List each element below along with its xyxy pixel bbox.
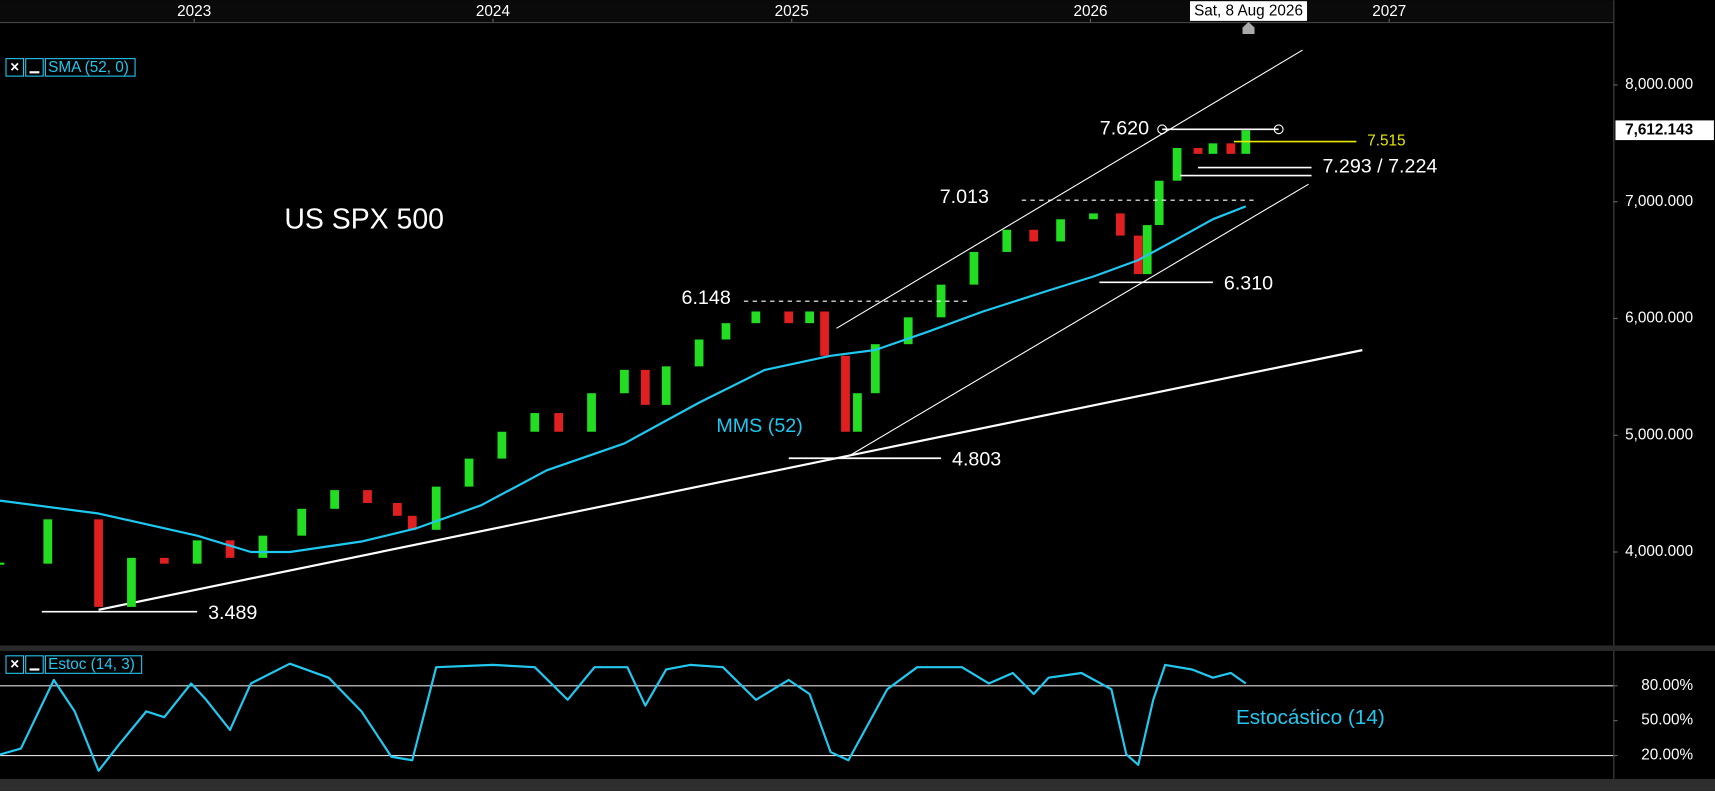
candle bbox=[464, 458, 474, 487]
candle bbox=[330, 490, 339, 509]
candle bbox=[751, 311, 761, 324]
candle bbox=[661, 366, 671, 405]
legend-close-button[interactable] bbox=[5, 58, 25, 77]
candle bbox=[1193, 148, 1203, 154]
candle bbox=[640, 369, 650, 405]
cursor-marker bbox=[1242, 21, 1255, 35]
candle bbox=[841, 355, 850, 432]
y-tick-label: 4,000.000 bbox=[1625, 543, 1693, 560]
price-plot bbox=[0, 49, 1363, 611]
candle bbox=[936, 284, 946, 318]
stochastic-label: Estocástico (14) bbox=[1236, 706, 1385, 729]
candle bbox=[497, 431, 507, 459]
stochastic-plot bbox=[0, 662, 1614, 772]
x-tick-label: 2027 bbox=[1372, 3, 1406, 20]
candle bbox=[407, 515, 417, 530]
y-tick-label: 50.00% bbox=[1641, 712, 1693, 729]
candle bbox=[784, 311, 794, 324]
trendline bbox=[836, 49, 1303, 329]
x-tick-label: 2026 bbox=[1073, 3, 1107, 20]
bottom-strip bbox=[0, 778, 1715, 791]
sma-line bbox=[0, 205, 1247, 554]
candle bbox=[1154, 180, 1164, 226]
candle bbox=[853, 393, 862, 432]
candle bbox=[1089, 213, 1098, 220]
level-label: 7.515 bbox=[1367, 133, 1405, 150]
y-tick-label: 80.00% bbox=[1641, 677, 1693, 694]
level-label: 3.489 bbox=[208, 602, 257, 624]
x-tick-label: 2023 bbox=[177, 3, 211, 20]
overlay: US SPX 500 MMS (52) Estocástico (14) × S… bbox=[5, 1, 1714, 764]
candle bbox=[530, 413, 540, 432]
level-marker bbox=[1157, 124, 1168, 135]
legend-minimize-button[interactable] bbox=[25, 655, 44, 674]
candle bbox=[1115, 213, 1125, 236]
stochastic-line bbox=[0, 662, 1247, 772]
level-label: 7.620 bbox=[1100, 118, 1149, 140]
candle bbox=[620, 369, 629, 394]
candle bbox=[554, 413, 564, 432]
candle bbox=[192, 540, 202, 564]
candle bbox=[903, 317, 913, 345]
candle bbox=[1056, 219, 1065, 242]
candle bbox=[1208, 143, 1218, 154]
candle bbox=[805, 311, 815, 324]
y-tick-label: 20.00% bbox=[1641, 747, 1693, 764]
trendline bbox=[98, 349, 1363, 611]
candle bbox=[225, 540, 235, 558]
x-tick-label: 2024 bbox=[476, 3, 511, 20]
close-icon: × bbox=[10, 656, 19, 673]
y-tick-label: 8,000.000 bbox=[1625, 76, 1693, 93]
y-tick-label: 6,000.000 bbox=[1625, 310, 1693, 327]
candle bbox=[94, 519, 103, 607]
cursor-date: Sat, 8 Aug 2026 bbox=[1194, 3, 1303, 20]
candle bbox=[43, 519, 53, 564]
candle bbox=[297, 508, 307, 536]
candle bbox=[1002, 229, 1012, 252]
level-marker bbox=[1273, 124, 1284, 135]
legend-box[interactable] bbox=[44, 58, 136, 77]
last-price-label: 7,612.143 bbox=[1625, 121, 1693, 138]
last-price-box bbox=[1615, 120, 1714, 141]
level-label: 6.148 bbox=[682, 287, 731, 309]
candle bbox=[431, 486, 441, 530]
chart-title: US SPX 500 bbox=[284, 204, 444, 236]
candle bbox=[159, 557, 169, 564]
candle bbox=[694, 339, 704, 367]
candle bbox=[127, 557, 136, 607]
candle bbox=[363, 490, 372, 503]
candle bbox=[721, 323, 731, 340]
y-tick-label: 7,000.000 bbox=[1625, 193, 1693, 210]
candle bbox=[1029, 229, 1039, 242]
legend-label: SMA (52, 0) bbox=[48, 59, 129, 76]
sma-label: MMS (52) bbox=[716, 415, 802, 437]
level-label: 4.803 bbox=[952, 449, 1001, 471]
panel-separator bbox=[0, 645, 1715, 651]
x-tick-label: 2025 bbox=[775, 3, 809, 20]
level-label: 6.310 bbox=[1224, 273, 1273, 295]
legend-box[interactable] bbox=[44, 655, 143, 674]
candle bbox=[1142, 225, 1152, 275]
legend-label: Estoc (14, 3) bbox=[48, 656, 135, 673]
cursor-date-box bbox=[1190, 1, 1308, 21]
candle bbox=[392, 502, 402, 516]
level-label: 7.293 / 7.224 bbox=[1322, 156, 1437, 178]
y-tick-label: 5,000.000 bbox=[1625, 426, 1693, 443]
candle bbox=[1133, 235, 1143, 275]
level-label: 7.013 bbox=[940, 186, 989, 208]
close-icon: × bbox=[10, 59, 19, 76]
candle bbox=[1226, 143, 1236, 154]
legend-close-button[interactable] bbox=[5, 655, 25, 674]
candle bbox=[820, 311, 829, 356]
trendline bbox=[848, 183, 1309, 457]
candle bbox=[870, 344, 880, 394]
candle bbox=[587, 393, 596, 432]
candle bbox=[969, 251, 979, 285]
candle bbox=[1172, 148, 1182, 181]
legend-minimize-button[interactable] bbox=[25, 58, 44, 77]
candle bbox=[258, 535, 268, 558]
